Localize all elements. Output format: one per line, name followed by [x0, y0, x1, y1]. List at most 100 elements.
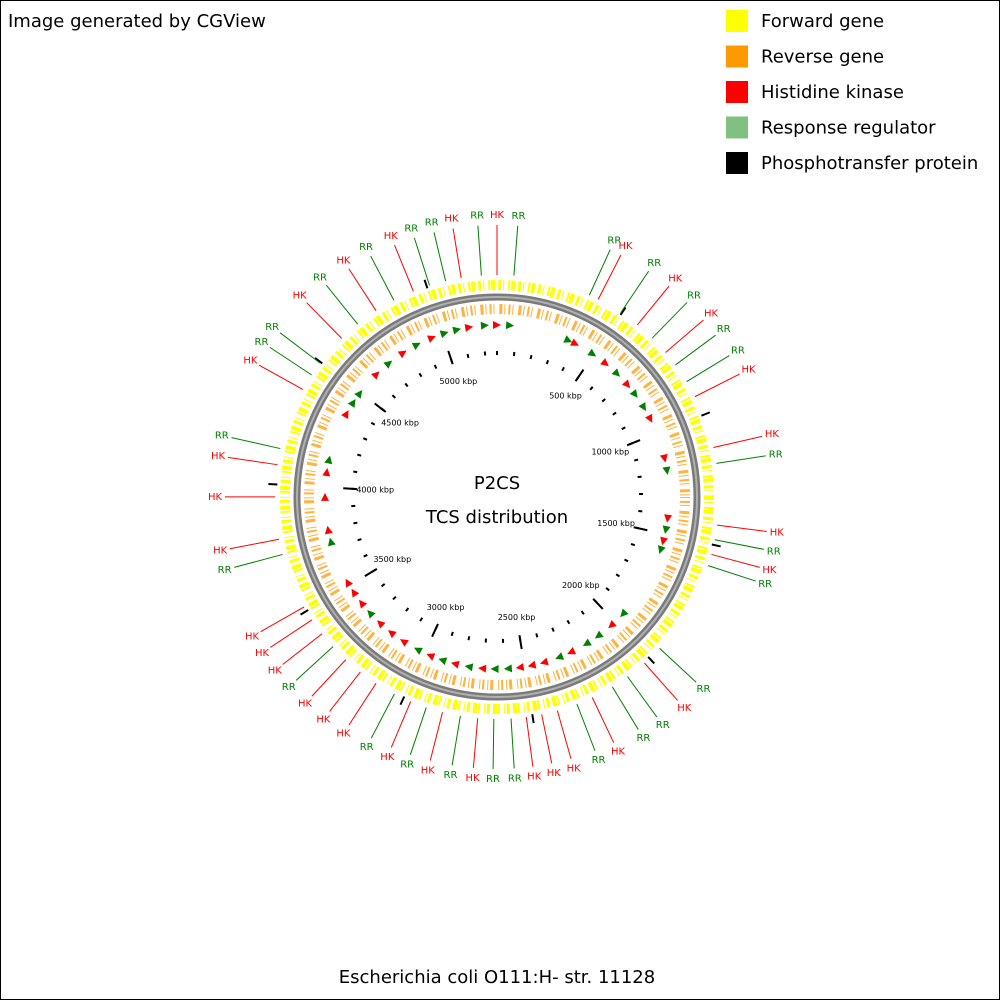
feature-label: HK: [444, 214, 459, 225]
tick-label: 3000 kbp: [427, 603, 465, 612]
callout-line: [665, 319, 704, 353]
feature-marker: [426, 653, 436, 661]
feature-label: HK: [619, 241, 634, 252]
callout-line: [260, 606, 305, 633]
feature-label: RR: [647, 258, 661, 269]
major-tick: [633, 526, 648, 532]
feature-marker: [320, 492, 329, 501]
callout-line: [227, 456, 278, 466]
feature-marker: [594, 630, 604, 639]
callout-line: [329, 671, 361, 712]
callout-line: [348, 268, 377, 312]
feature-label: RR: [215, 430, 229, 441]
feature-label: HK: [490, 210, 505, 221]
feature-label: HK: [770, 528, 785, 539]
feature-marker: [555, 652, 565, 660]
feature-label: HK: [465, 773, 480, 784]
feature-label: HK: [762, 565, 777, 576]
callout-line: [525, 716, 534, 767]
feature-marker: [367, 609, 376, 619]
feature-marker: [629, 389, 638, 398]
feature-label: RR: [769, 449, 783, 460]
minor-tick: [357, 453, 362, 457]
feature-label: RR: [470, 211, 484, 222]
minor-tick: [580, 610, 585, 615]
feature-marker: [341, 410, 349, 420]
feature-label: RR: [607, 236, 621, 247]
feature-marker: [452, 326, 462, 335]
callout-line: [429, 712, 443, 761]
feature-marker: [397, 350, 407, 359]
callout-line: [694, 373, 740, 398]
legend-swatch: [726, 10, 748, 32]
minor-tick: [467, 636, 471, 641]
feature-label: RR: [687, 290, 701, 301]
feature-label: RR: [313, 272, 327, 283]
feature-label: RR: [592, 755, 606, 766]
minor-tick: [545, 359, 550, 365]
feature-marker: [399, 639, 409, 647]
major-tick: [626, 439, 641, 447]
feature-label: RR: [404, 223, 418, 234]
feature-marker: [411, 342, 421, 351]
outer-tick: [701, 411, 711, 417]
major-tick: [518, 635, 523, 650]
feature-label: HK: [611, 747, 626, 758]
feature-marker: [351, 588, 360, 598]
feature-label: HK: [704, 308, 719, 319]
callout-line: [231, 437, 281, 450]
minor-tick: [633, 458, 639, 462]
minor-tick: [353, 521, 358, 525]
callout-line: [451, 715, 461, 766]
callout-line: [627, 676, 658, 718]
minor-tick: [357, 538, 362, 542]
feature-marker: [478, 664, 487, 673]
callout-line: [711, 553, 760, 568]
minor-tick: [615, 573, 621, 578]
feature-label: HK: [336, 729, 351, 740]
callout-line: [452, 228, 462, 278]
feature-label: RR: [656, 720, 670, 731]
minor-tick: [392, 595, 397, 601]
feature-label: HK: [268, 666, 283, 677]
callout-line: [717, 524, 767, 532]
minor-tick: [405, 607, 410, 612]
feature-marker: [662, 525, 671, 535]
minor-tick: [353, 470, 358, 474]
callout-line: [686, 355, 730, 383]
outer-tick: [711, 543, 721, 548]
callout-line: [636, 285, 670, 326]
feature-marker: [383, 360, 393, 369]
major-tick: [364, 568, 378, 577]
feature-marker: [387, 630, 397, 639]
feature-label: RR: [508, 773, 522, 784]
legend-swatch: [726, 45, 748, 68]
major-tick: [374, 402, 387, 413]
feature-marker: [611, 368, 621, 377]
feature-label: HK: [677, 703, 692, 714]
feature-marker: [539, 657, 549, 666]
outer-tick: [268, 483, 278, 486]
feature-label: HK: [213, 546, 228, 557]
feature-marker: [347, 399, 356, 408]
callout-line: [258, 364, 304, 390]
feature-marker: [324, 455, 333, 465]
feature-marker: [582, 638, 592, 647]
feature-marker: [480, 321, 489, 330]
feature-label: RR: [359, 242, 373, 253]
callout-line: [510, 718, 515, 769]
minor-tick: [363, 554, 368, 558]
minor-tick: [419, 617, 424, 622]
feature-label: HK: [421, 765, 436, 776]
callout-line: [394, 244, 414, 292]
legend-swatch: [726, 116, 748, 139]
legend-swatch: [726, 81, 748, 103]
feature-marker: [370, 371, 380, 380]
feature-marker: [354, 389, 363, 399]
feature-marker: [376, 620, 386, 629]
tick-label: 1000 kbp: [592, 447, 630, 456]
callout-line: [675, 334, 716, 366]
feature-label: HK: [384, 231, 399, 242]
